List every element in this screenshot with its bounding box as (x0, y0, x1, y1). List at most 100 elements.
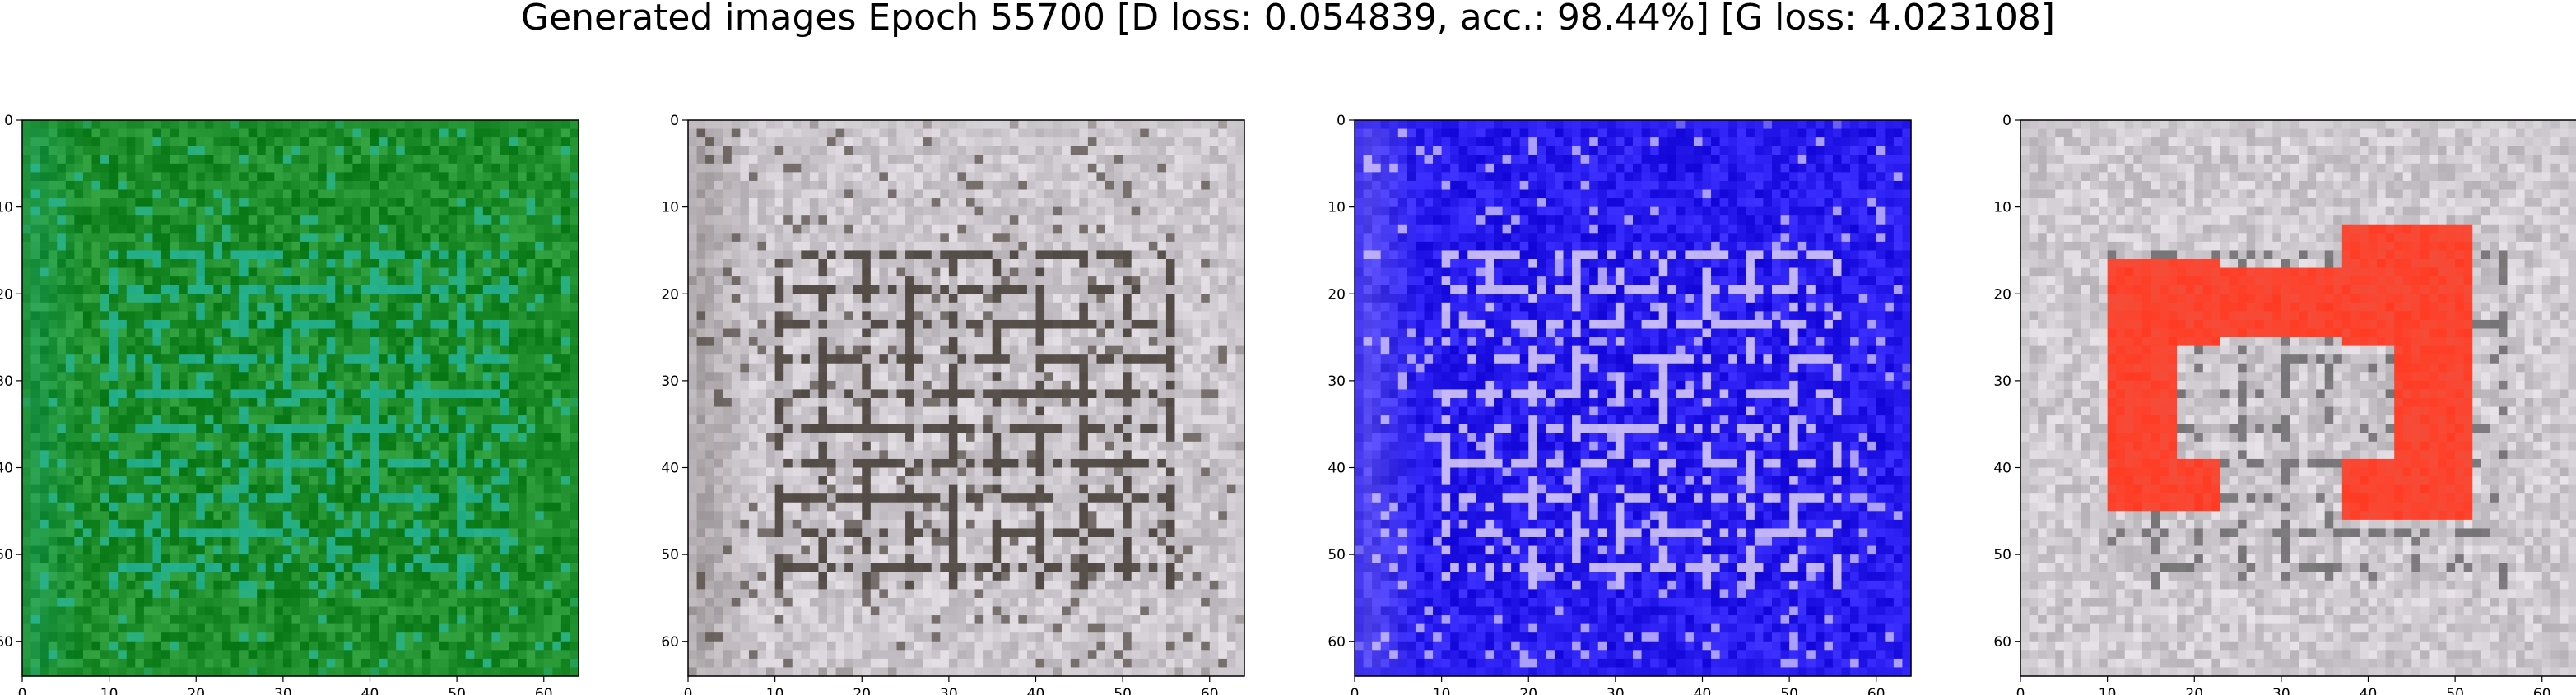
image-pixel (230, 484, 240, 494)
image-pixel (457, 415, 467, 425)
image-pixel (1026, 163, 1037, 173)
image-pixel (257, 189, 267, 199)
image-pixel (300, 415, 310, 425)
image-pixel (343, 172, 353, 182)
image-pixel (257, 441, 267, 451)
image-pixel (274, 658, 284, 669)
image-pixel (109, 328, 119, 338)
image-pixel (723, 163, 732, 173)
image-pixel (1131, 163, 1141, 173)
image-pixel (282, 537, 293, 547)
image-pixel (248, 294, 258, 303)
image-pixel (560, 259, 571, 269)
image-pixel (118, 319, 128, 330)
image-pixel (396, 267, 406, 277)
image-pixel (91, 354, 101, 364)
image-pixel (714, 180, 723, 191)
image-pixel (352, 206, 362, 216)
image-pixel (387, 537, 397, 547)
image-pixel (570, 467, 579, 477)
image-pixel (265, 294, 275, 303)
image-pixel (40, 606, 49, 616)
image-pixel (500, 641, 510, 651)
image-pixel (552, 597, 562, 608)
image-pixel (40, 458, 49, 469)
image-pixel (274, 623, 284, 633)
image-pixel (370, 433, 379, 442)
image-pixel (879, 233, 889, 243)
image-pixel (282, 198, 293, 208)
image-pixel (109, 163, 119, 173)
image-pixel (274, 476, 284, 486)
image-pixel (1131, 128, 1141, 138)
image-pixel (152, 398, 162, 408)
image-pixel (274, 302, 284, 312)
image-pixel (239, 380, 249, 391)
image-pixel (109, 120, 119, 130)
image-pixel (248, 146, 258, 155)
image-pixel (957, 215, 967, 225)
image-pixel (766, 206, 776, 216)
image-pixel (1026, 172, 1037, 182)
image-pixel (570, 285, 579, 294)
image-pixel (457, 363, 467, 373)
image-pixel (974, 172, 984, 182)
image-pixel (1105, 206, 1115, 216)
image-pixel (457, 276, 467, 286)
image-pixel (801, 137, 811, 147)
image-pixel (257, 372, 267, 382)
image-pixel (352, 120, 362, 130)
image-pixel (448, 467, 458, 477)
image-pixel (430, 267, 440, 277)
image-pixel (983, 155, 993, 164)
image-pixel (1183, 180, 1193, 191)
image-pixel (179, 658, 188, 669)
image-pixel (887, 163, 898, 173)
image-pixel (48, 467, 58, 477)
image-pixel (387, 267, 397, 277)
image-pixel (543, 650, 553, 660)
image-pixel (343, 424, 353, 433)
image-pixel (282, 519, 293, 530)
image-pixel (853, 233, 863, 243)
image-pixel (714, 146, 723, 155)
image-pixel (570, 458, 579, 469)
image-pixel (465, 354, 475, 364)
image-pixel (535, 206, 545, 216)
image-pixel (474, 424, 484, 433)
image-pixel (526, 528, 536, 538)
image-pixel (135, 606, 145, 616)
image-pixel (509, 484, 518, 494)
image-pixel (109, 528, 119, 538)
image-pixel (335, 606, 345, 616)
image-pixel (257, 311, 267, 321)
image-pixel (535, 345, 545, 355)
image-pixel (143, 589, 154, 599)
image-pixel (196, 328, 206, 338)
image-pixel (282, 493, 293, 503)
image-pixel (421, 250, 432, 260)
image-pixel (179, 137, 188, 147)
image-pixel (457, 406, 467, 416)
image-pixel (204, 294, 214, 303)
image-pixel (801, 128, 811, 138)
image-pixel (161, 128, 171, 138)
image-pixel (230, 146, 240, 155)
image-pixel (818, 137, 828, 147)
image-pixel (1001, 189, 1011, 199)
image-pixel (560, 137, 571, 147)
image-pixel (282, 155, 293, 164)
image-pixel (22, 146, 32, 155)
image-pixel (887, 120, 898, 130)
image-pixel (543, 589, 553, 599)
image-pixel (370, 224, 379, 234)
image-pixel (518, 137, 528, 147)
image-pixel (118, 389, 128, 399)
image-pixel (1140, 206, 1150, 216)
image-pixel (248, 484, 258, 494)
image-pixel (326, 563, 336, 572)
image-pixel (74, 146, 84, 155)
image-pixel (853, 224, 863, 234)
image-pixel (30, 302, 40, 312)
image-pixel (318, 589, 328, 599)
